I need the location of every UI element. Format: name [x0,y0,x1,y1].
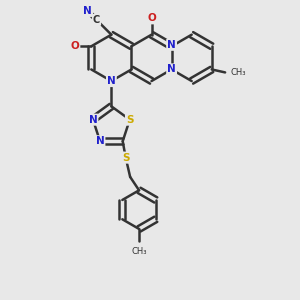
Text: N: N [107,76,116,86]
Text: S: S [122,153,129,163]
Text: O: O [147,13,156,23]
Text: CH₃: CH₃ [131,248,147,256]
Text: CH₃: CH₃ [230,68,246,77]
Text: N: N [88,115,98,125]
Text: O: O [70,41,79,51]
Text: C: C [93,15,100,25]
Text: N: N [167,40,176,50]
Text: N: N [96,136,104,146]
Text: S: S [126,115,134,125]
Text: N: N [167,64,176,74]
Text: N: N [83,6,92,16]
